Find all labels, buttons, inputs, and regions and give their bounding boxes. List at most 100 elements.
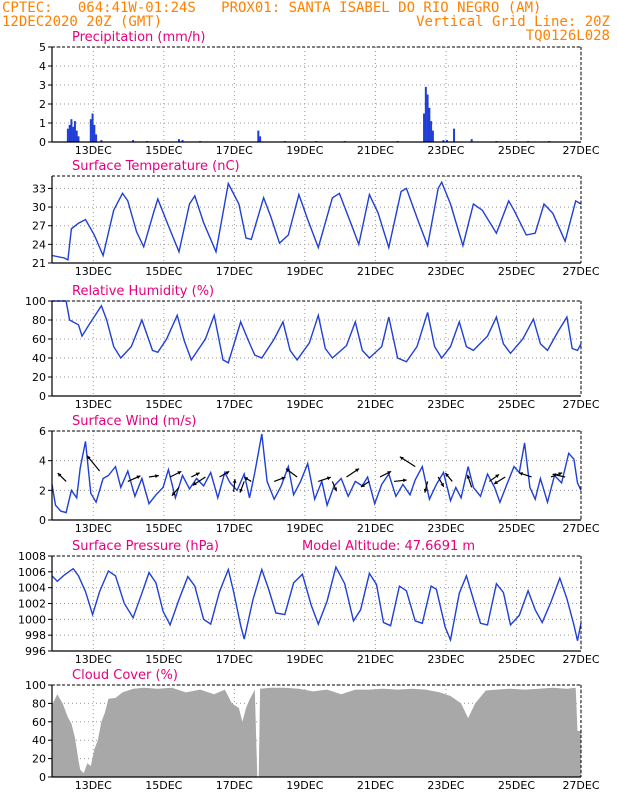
- precipitation-bar: [132, 140, 135, 142]
- humidity-xtick-label: 15DEC: [145, 398, 182, 411]
- wind-vector-head: [136, 475, 141, 479]
- wind-xtick-label: 19DEC: [286, 522, 323, 535]
- wind-vector-head: [192, 481, 197, 486]
- cloud-title: Cloud Cover (%): [72, 668, 178, 683]
- temperature-xtick-label: 15DEC: [145, 265, 182, 278]
- temperature-xtick-label: 19DEC: [286, 265, 323, 278]
- wind-vector-head: [239, 488, 243, 493]
- pressure-line: [51, 565, 582, 643]
- pressure-annotation: Model Altitude: 47.6691 m: [302, 539, 475, 554]
- humidity-xtick-label: 17DEC: [216, 398, 253, 411]
- header-line-1: CPTEC: 064:41W-01:24S PROX01: SANTA ISAB…: [2, 0, 542, 16]
- wind-vector-head: [445, 473, 449, 477]
- panel-cloud: Cloud Cover (%) 0 20 40 60 80 100 13DEC 15DEC 17D…: [25, 668, 600, 792]
- precipitation-bar: [77, 136, 80, 142]
- precipitation-ytick-label: 0: [39, 136, 46, 149]
- wind-vector-head: [361, 483, 365, 488]
- pressure-xtick-label: 17DEC: [216, 653, 253, 666]
- wind-vector-head: [232, 479, 237, 483]
- precipitation-bar: [91, 113, 94, 142]
- humidity-line: [52, 300, 582, 364]
- wind-vector-head: [387, 471, 392, 475]
- panel-precipitation: Precipitation (mm/h) 0 1 2 3 4 5 13DEC 15DEC 17DE…: [39, 30, 600, 157]
- precipitation-bar: [259, 136, 262, 142]
- cloud-ytick-label: 0: [39, 771, 46, 784]
- cloud-xtick-label: 15DEC: [145, 779, 182, 792]
- wind-vector-head: [355, 468, 360, 473]
- wind-ytick-label: 2: [39, 484, 46, 497]
- precipitation-ytick-label: 3: [39, 79, 46, 92]
- precipitation-bar: [426, 94, 429, 142]
- cloud-xtick-label: 13DEC: [75, 779, 112, 792]
- cloud-xtick-label: 19DEC: [286, 779, 323, 792]
- wind-vector-head: [326, 476, 331, 481]
- cloud-xtick-label: 23DEC: [427, 779, 464, 792]
- wind-vector-head: [225, 471, 230, 475]
- precipitation-xtick-label: 23DEC: [427, 144, 464, 157]
- pressure-ytick-label: 1008: [18, 550, 46, 563]
- temperature-xtick-label: 23DEC: [427, 265, 464, 278]
- temperature-xtick-label: 21DEC: [357, 265, 394, 278]
- humidity-xtick-label: 13DEC: [75, 398, 112, 411]
- pressure-xtick-label: 19DEC: [286, 653, 323, 666]
- pressure-ytick-label: 1002: [18, 598, 46, 611]
- precipitation-bar: [453, 128, 456, 142]
- wind-vector-head: [495, 474, 500, 478]
- wind-vector-head: [285, 468, 290, 473]
- pressure-xtick-label: 25DEC: [498, 653, 535, 666]
- precipitation-bar: [445, 140, 448, 142]
- temperature-ytick-label: 21: [32, 257, 46, 270]
- precipitation-bar: [470, 139, 473, 142]
- precipitation-xtick-label: 27DEC: [562, 144, 599, 157]
- precipitation-title: Precipitation (mm/h): [72, 30, 205, 45]
- precipitation-xtick-label: 17DEC: [216, 144, 253, 157]
- wind-ytick-label: 6: [39, 425, 46, 438]
- precipitation-bar: [428, 107, 431, 142]
- precipitation-bar: [68, 124, 71, 142]
- wind-vector-head: [466, 474, 471, 479]
- precipitation-xtick-label: 15DEC: [145, 144, 182, 157]
- humidity-ytick-label: 40: [32, 352, 46, 365]
- wind-vector-head: [552, 473, 557, 477]
- humidity-ytick-label: 60: [32, 333, 46, 346]
- wind-vector-head: [171, 491, 176, 496]
- precipitation-bar: [431, 130, 434, 142]
- header-grid-line: Vertical Grid Line: 20Z: [416, 14, 610, 30]
- precipitation-bar: [181, 140, 184, 142]
- wind-vector-head: [403, 478, 407, 483]
- precipitation-bar: [423, 113, 426, 142]
- precipitation-bar: [442, 140, 445, 142]
- precipitation-bar: [70, 119, 73, 142]
- cloud-area: [52, 687, 581, 777]
- panel-humidity: Relative Humidity (%) 0 20 40 60 80 100 13DEC 15…: [25, 284, 600, 411]
- cloud-xtick-label: 21DEC: [357, 779, 394, 792]
- cloud-ytick-label: 80: [32, 697, 46, 710]
- cloud-ytick-label: 100: [25, 679, 46, 692]
- precipitation-ytick-label: 1: [39, 117, 46, 130]
- temperature-xtick-label: 17DEC: [216, 265, 253, 278]
- pressure-xtick-label: 27DEC: [562, 653, 599, 666]
- wind-vector-head: [440, 482, 444, 487]
- wind-vector-head: [87, 455, 91, 460]
- wind-vector-head: [558, 472, 563, 476]
- temperature-xtick-label: 13DEC: [75, 265, 112, 278]
- wind-vector-head: [195, 472, 200, 477]
- precipitation-bar: [257, 130, 260, 142]
- precipitation-bar: [93, 124, 96, 142]
- precipitation-bar: [73, 121, 76, 142]
- humidity-xtick-label: 25DEC: [498, 398, 535, 411]
- wind-xtick-label: 13DEC: [75, 522, 112, 535]
- precipitation-ytick-label: 4: [39, 60, 46, 73]
- header-model-id: TQ0126L028: [525, 28, 610, 44]
- header-run-time: 12DEC2020 20Z (GMT): [2, 14, 163, 30]
- precipitation-xtick-label: 21DEC: [357, 144, 394, 157]
- precipitation-bar: [75, 130, 78, 142]
- wind-xtick-label: 21DEC: [357, 522, 394, 535]
- pressure-ytick-label: 1000: [18, 613, 46, 626]
- pressure-title: Surface Pressure (hPa): [72, 539, 219, 554]
- wind-vector-head: [57, 473, 62, 477]
- wind-xtick-label: 23DEC: [427, 522, 464, 535]
- wind-ytick-label: 0: [39, 514, 46, 527]
- humidity-xtick-label: 21DEC: [357, 398, 394, 411]
